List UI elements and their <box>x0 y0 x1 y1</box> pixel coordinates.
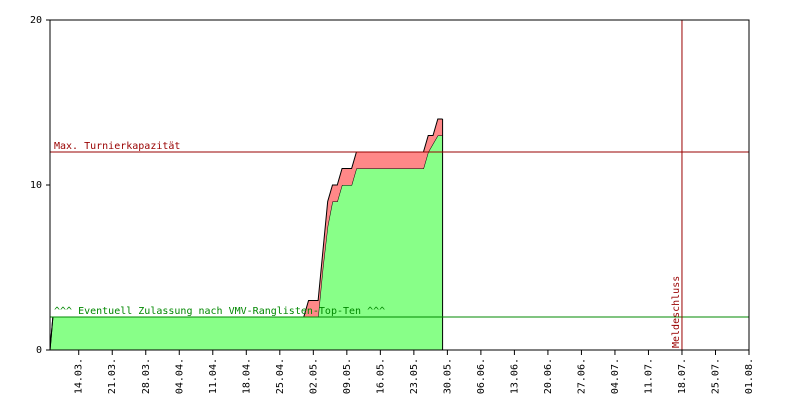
area-outline <box>49 118 443 351</box>
x-tick-label: 01.08. <box>744 358 755 394</box>
x-tick-label: 13.06. <box>509 358 520 394</box>
x-tick-label: 04.07. <box>610 358 621 394</box>
reference-label: ^^^ Eventuell Zulassung nach VMV-Ranglis… <box>54 306 385 317</box>
reference-label: Meldeschluss <box>671 276 682 348</box>
x-tick-label: 28.03. <box>141 358 152 394</box>
x-tick-label: 02.05. <box>308 358 319 394</box>
x-tick-label: 04.04. <box>174 358 185 394</box>
y-tick-label: 0 <box>36 345 42 356</box>
x-tick-label: 23.05. <box>409 358 420 394</box>
x-tick-label: 20.06. <box>543 358 554 394</box>
x-tick-label: 18.07. <box>677 358 688 394</box>
x-tick-label: 09.05. <box>342 358 353 394</box>
x-tick-label: 21.03. <box>107 358 118 394</box>
x-tick-label: 25.04. <box>275 358 286 394</box>
x-tick-label: 18.04. <box>241 358 252 394</box>
reference-label: Max. Turnierkapazität <box>54 141 180 152</box>
area <box>50 119 443 350</box>
y-tick-label: 10 <box>30 180 42 191</box>
x-tick-label: 30.05. <box>442 358 453 394</box>
x-tick-label: 27.06. <box>576 358 587 394</box>
area <box>50 135 443 350</box>
x-tick-label: 11.07. <box>643 358 654 394</box>
x-tick-label: 11.04. <box>208 358 219 394</box>
x-tick-label: 14.03. <box>74 358 85 394</box>
x-tick-label: 25.07. <box>710 358 721 394</box>
x-tick-label: 16.05. <box>375 358 386 394</box>
y-tick-label: 20 <box>30 15 42 26</box>
x-tick-label: 06.06. <box>476 358 487 394</box>
